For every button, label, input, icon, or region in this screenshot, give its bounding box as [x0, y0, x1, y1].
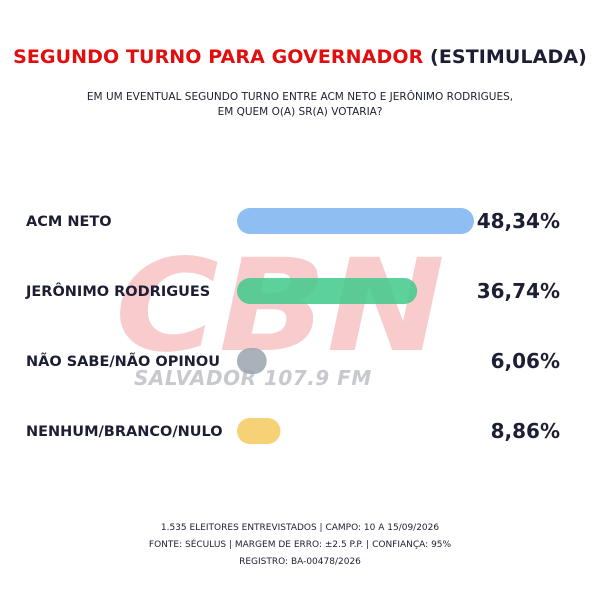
chart-title: SEGUNDO TURNO PARA GOVERNADOR (ESTIMULAD… — [0, 46, 600, 68]
footer-line-1: 1.535 ELEITORES ENTREVISTADOS | CAMPO: 1… — [160, 523, 440, 533]
category-label: NÃO SABE/NÃO OPINOU — [26, 353, 220, 370]
value-label: 48,34% — [477, 209, 560, 233]
value-label: 8,86% — [491, 419, 560, 443]
bar — [237, 348, 267, 374]
bar — [237, 278, 418, 304]
category-label: ACM NETO — [26, 214, 112, 230]
category-label: NENHUM/BRANCO/NULO — [26, 424, 223, 440]
value-label: 36,74% — [477, 279, 560, 303]
chart-subtitle: EM UM EVENTUAL SEGUNDO TURNO ENTRE ACM N… — [60, 90, 540, 120]
footer-notes: 1.535 ELEITORES ENTREVISTADOS | CAMPO: 1… — [0, 520, 600, 571]
title-main: SEGUNDO TURNO PARA GOVERNADOR — [13, 46, 424, 68]
footer-line-2: FONTE: SÉCULUS | MARGEM DE ERRO: ±2.5 P.… — [148, 540, 452, 550]
bar — [237, 418, 281, 444]
subtitle-line-1: EM UM EVENTUAL SEGUNDO TURNO ENTRE ACM N… — [86, 91, 514, 103]
footer-line-3: REGISTRO: BA-00478/2026 — [239, 557, 361, 567]
title-suffix: (ESTIMULADA) — [430, 46, 587, 68]
bar — [237, 208, 474, 234]
value-label: 6,06% — [491, 349, 560, 373]
category-label: JERÔNIMO RODRIGUES — [25, 282, 210, 300]
subtitle-line-2: EM QUEM O(A) SR(A) VOTARIA? — [217, 106, 383, 118]
